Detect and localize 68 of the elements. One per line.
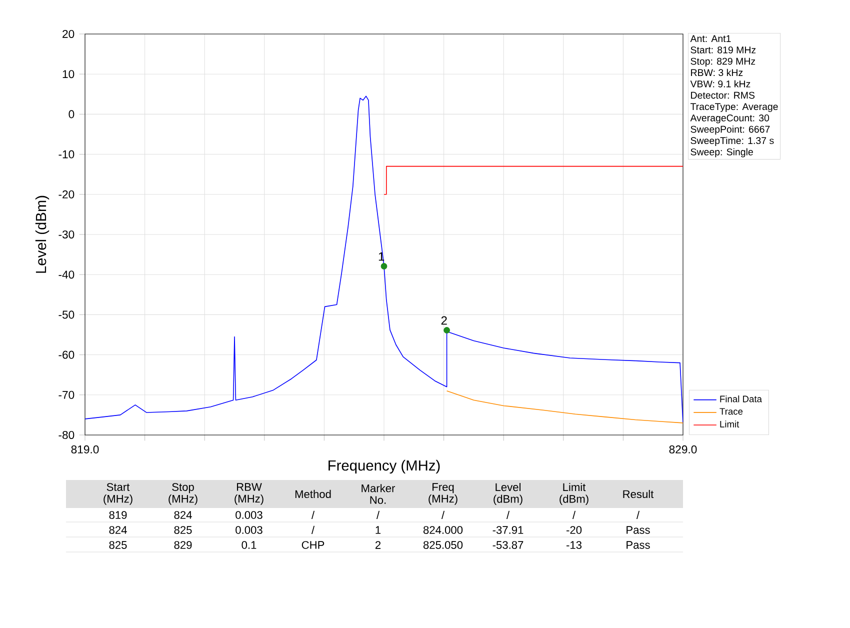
text: SweepPoint: 6667 — [690, 126, 770, 135]
text: RBW: 3 kHz — [691, 68, 743, 76]
text: Marker No. — [362, 484, 396, 504]
text: Pass — [626, 541, 650, 549]
line-series — [85, 96, 684, 424]
y-tick-label: -70 — [58, 390, 74, 399]
line-series — [446, 390, 684, 424]
text: 0.003 — [236, 526, 262, 534]
text: 825 — [109, 541, 127, 549]
y-tick-label: -60 — [58, 350, 74, 359]
text: VBW: 9.1 kHz — [690, 80, 750, 88]
text: TraceType: Average — [690, 103, 778, 112]
text: Start (MHz) — [104, 483, 132, 505]
text: -13 — [566, 541, 582, 549]
x-axis-title: Frequency (MHz) — [328, 460, 440, 474]
legend-label: Final Data — [720, 395, 762, 402]
text: Freq (MHz) — [428, 483, 458, 505]
text: 0.1 — [242, 541, 256, 549]
text: / — [441, 510, 445, 520]
y-tick-label: -40 — [58, 270, 74, 279]
text: 825 — [174, 526, 192, 534]
y-tick-label: -20 — [58, 190, 74, 198]
text: / — [506, 510, 510, 520]
x-tick-label: 829.0 — [669, 445, 697, 454]
x-tick-label: 819.0 — [71, 445, 99, 454]
y-tick-label: -80 — [58, 430, 74, 439]
text: Start: 819 MHz — [690, 46, 756, 54]
text: -20 — [566, 526, 582, 534]
text: 0.003 — [236, 511, 262, 519]
y-tick-label: -50 — [58, 310, 74, 319]
text: / — [572, 510, 576, 520]
text: Limit (dBm) — [560, 482, 588, 506]
y-tick-label: -10 — [58, 150, 74, 158]
y-tick-label: 20 — [62, 30, 74, 38]
text: 829 — [174, 541, 192, 549]
text: SweepTime: 1.37 s — [690, 136, 774, 146]
text: Ant: Ant1 — [690, 35, 731, 42]
text: 2 — [375, 541, 381, 549]
text: RBW (MHz) — [234, 483, 264, 505]
text: Detector: RMS — [691, 92, 755, 99]
y-tick-label: -30 — [58, 230, 74, 238]
annotation: 2 — [441, 316, 447, 325]
text: 825.050 — [423, 541, 463, 549]
text: Stop (MHz) — [168, 483, 198, 505]
text: Pass — [626, 526, 650, 534]
y-tick-label: 0 — [68, 110, 74, 118]
y-axis-title: Level (dBm) — [35, 196, 50, 273]
text: Sweep: Single — [690, 148, 753, 158]
text: 819 — [109, 511, 127, 519]
text: -37.91 — [492, 526, 524, 534]
text: CHP — [302, 541, 324, 549]
text: -53.87 — [492, 541, 524, 549]
text: / — [311, 510, 315, 520]
y-tick-label: 10 — [62, 70, 74, 78]
text: Level (dBm) — [494, 482, 522, 506]
text: Stop: 829 MHz — [690, 58, 756, 67]
text: Method — [295, 490, 331, 498]
text: / — [636, 510, 640, 520]
legend-label: Limit — [720, 420, 740, 428]
text: 824 — [174, 511, 192, 519]
text: / — [311, 526, 315, 534]
legend-label: Trace — [720, 408, 743, 415]
text: AverageCount: 30 — [690, 114, 770, 124]
text: / — [376, 510, 380, 520]
text: 1 — [376, 526, 381, 534]
text: 824 — [109, 526, 127, 534]
text: 824.000 — [423, 526, 463, 534]
text: Result — [623, 490, 654, 498]
